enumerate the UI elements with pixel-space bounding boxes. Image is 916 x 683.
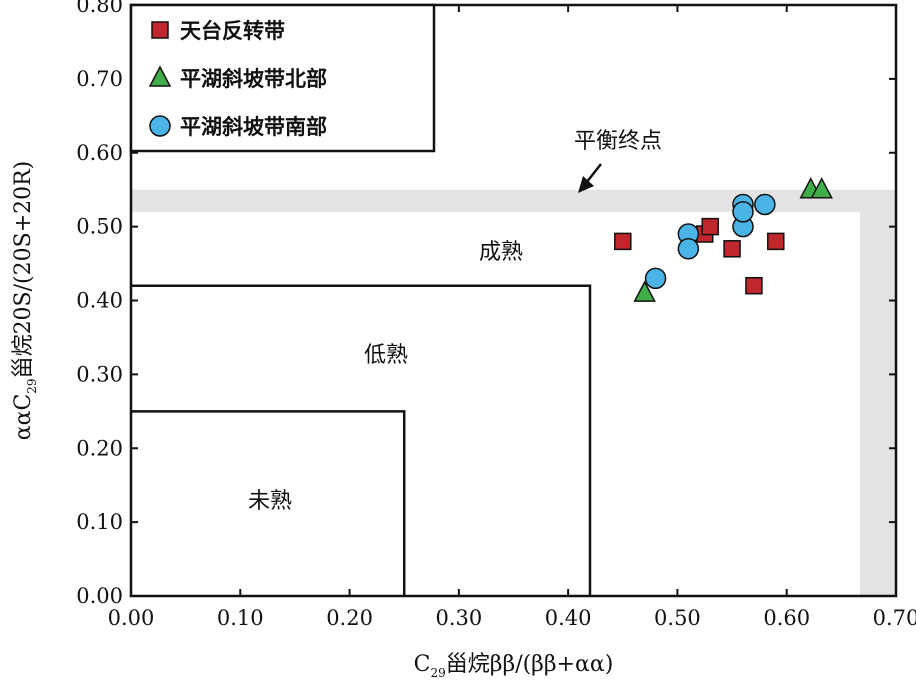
series-0-point-3 xyxy=(723,240,741,258)
band-layer xyxy=(131,189,896,596)
legend-marker-0 xyxy=(151,21,169,39)
y-tick-label: 0.70 xyxy=(76,67,123,91)
tick-layer: 0.00 0.10 0.20 0.30 0.40 0.50 0.60 0.70 0.00 0.10… xyxy=(76,0,916,630)
series-2-point-5 xyxy=(732,201,754,223)
x-tick-label: 0.00 xyxy=(108,606,155,630)
legend-marker-2 xyxy=(149,115,171,137)
x-tick-label: 0.20 xyxy=(326,606,373,630)
points-layer xyxy=(614,177,833,302)
equilibrium-band-vertical xyxy=(859,189,896,596)
series-2-point-0 xyxy=(644,267,667,290)
x-tick-label: 0.60 xyxy=(763,606,810,630)
zone-boundary-0 xyxy=(131,410,406,596)
legend-marker-1 xyxy=(148,65,172,87)
series-0-point-5 xyxy=(767,232,785,251)
zone-layer xyxy=(131,284,592,596)
x-tick-label: 0.50 xyxy=(654,606,701,630)
y-tick-label: 0.80 xyxy=(76,0,123,17)
x-tick-label: 0.40 xyxy=(545,606,592,630)
y-tick-label: 0.30 xyxy=(76,362,123,386)
y-axis-title: ααC29甾烷20S/(20S+20R) xyxy=(11,161,39,441)
legend-label-0: 天台反转带 xyxy=(180,19,285,43)
series-1-point-2 xyxy=(810,177,833,199)
label-layer: 未熟 低熟 成熟 平衡终点 xyxy=(248,129,662,514)
x-tick-label: 0.30 xyxy=(435,606,482,630)
zone-label-0: 未熟 xyxy=(248,489,292,514)
equilibrium-arrow-head xyxy=(578,176,594,193)
zone-label-2: 成熟 xyxy=(479,240,523,265)
series-0-point-4 xyxy=(745,276,763,295)
legend-label-1: 平湖斜坡带北部 xyxy=(180,67,327,91)
x-tick-label: 0.70 xyxy=(873,606,916,630)
legend-box xyxy=(129,3,436,153)
series-2-point-2 xyxy=(677,238,700,260)
series-0-point-0 xyxy=(614,232,632,251)
series-0-point-2 xyxy=(701,217,719,236)
equilibrium-band-horizontal xyxy=(131,189,861,212)
equilibrium-label: 平衡终点 xyxy=(574,129,662,154)
y-tick-label: 0.20 xyxy=(76,436,123,460)
legend-label-2: 平湖斜坡带南部 xyxy=(180,115,327,139)
y-tick-label: 0.10 xyxy=(76,510,123,534)
series-2-point-6 xyxy=(754,193,776,216)
y-tick-label: 0.50 xyxy=(76,215,123,239)
series-1-point-0 xyxy=(633,280,656,302)
equilibrium-arrow-shaft xyxy=(585,163,602,184)
x-tick-label: 0.10 xyxy=(217,606,264,630)
zone-boundary-1 xyxy=(131,284,592,596)
x-axis-title: C29甾烷ββ/(ββ+αα) xyxy=(414,652,614,680)
zone-label-1: 低熟 xyxy=(364,343,408,368)
y-tick-label: 0.00 xyxy=(76,584,123,608)
y-tick-label: 0.60 xyxy=(76,141,123,165)
y-tick-label: 0.40 xyxy=(76,289,123,313)
